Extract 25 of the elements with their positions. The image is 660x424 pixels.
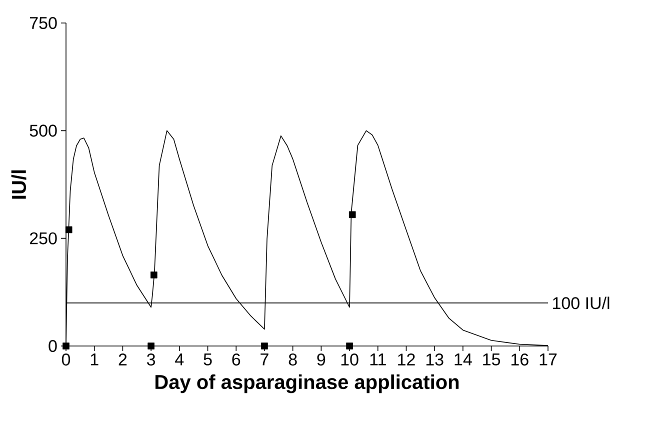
x-tick-label: 7 [260,354,268,366]
y-tick-label: 250 [30,232,57,244]
y-tick-label: 500 [30,124,57,137]
x-tick-label: 13 [426,354,444,366]
x-tick-label: 16 [512,354,528,366]
x-tick-label: 2 [118,354,127,366]
y-tick-label: 0 [48,340,57,352]
x-tick-label: 1 [90,354,98,366]
y-axis-title: IU/l [11,170,26,199]
x-tick-label: 17 [540,354,557,366]
y-tick-label: 750 [30,16,57,30]
x-tick-label: 6 [232,354,240,366]
x-tick-label: 12 [398,354,415,366]
x-tick-label: 3 [146,354,156,366]
x-tick-label: 0 [62,354,70,366]
ref-line-label: 100 IU/l [553,296,610,310]
x-tick-label: 4 [175,354,184,366]
x-tick-label: 11 [370,354,386,366]
x-tick-label: 10 [341,354,358,366]
x-tick-label: 15 [483,354,500,366]
x-tick-label: 5 [204,354,212,366]
x-tick-label: 9 [317,354,326,366]
x-axis-title: Day of asparaginase application [156,374,459,394]
x-tick-label: 8 [288,354,297,366]
x-tick-label: 14 [454,354,472,366]
